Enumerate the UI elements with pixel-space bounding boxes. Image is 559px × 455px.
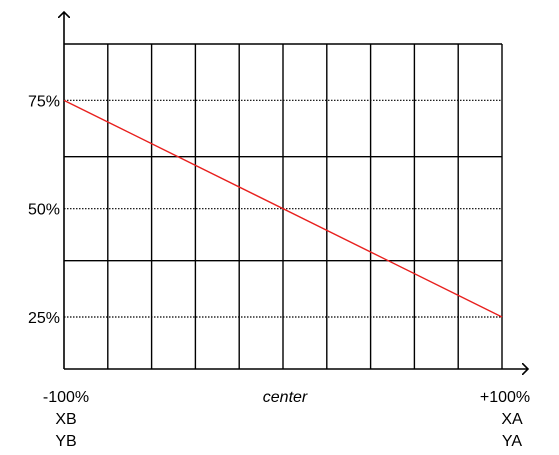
- x-right-label: +100%: [480, 389, 530, 406]
- x-center-label: center: [263, 389, 308, 406]
- series-line: [63, 99, 503, 318]
- left-sub-label-yb: YB: [55, 433, 76, 450]
- y-tick-label: 75%: [28, 93, 60, 110]
- y-tick-label: 50%: [28, 202, 60, 219]
- grid: [64, 43, 503, 369]
- right-sub-label-xa: XA: [501, 411, 523, 428]
- right-sub-label-ya: YA: [502, 433, 522, 450]
- y-tick-label: 25%: [28, 310, 60, 327]
- left-sub-label-xb: XB: [55, 411, 76, 428]
- y-tick-labels: 75% 50% 25%: [28, 93, 60, 327]
- x-left-label: -100%: [43, 389, 89, 406]
- series-group: [63, 99, 503, 318]
